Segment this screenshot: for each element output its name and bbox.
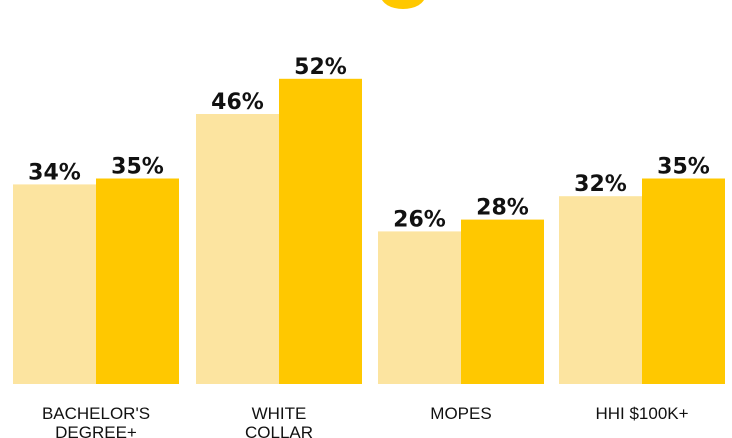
value-label-3-series-0: 32% (574, 172, 627, 197)
value-label-2-series-0: 26% (393, 207, 446, 232)
category-label-0-line-1: DEGREE+ (55, 423, 137, 438)
category-label-2: MOPES (430, 404, 491, 423)
value-label-0-series-0: 34% (28, 160, 81, 185)
partial-shape-top (382, 0, 424, 9)
value-label-0-series-1: 35% (111, 155, 164, 180)
bars-group (13, 78, 725, 385)
bar-3-series-0 (559, 196, 642, 384)
category-label-3: HHI $100K+ (595, 404, 688, 423)
category-labels-group: BACHELOR'S DEGREE+ WHITE COLLAR MOPES HHI $10… (42, 404, 689, 438)
category-label-1-line-1: COLLAR (245, 423, 313, 438)
category-label-1-line-0: WHITE (252, 404, 307, 423)
category-label-2-line-0: MOPES (430, 404, 491, 423)
value-label-1-series-0: 46% (211, 90, 264, 115)
bar-0-series-1 (96, 178, 179, 384)
category-label-1: WHITE COLLAR (245, 404, 313, 438)
category-label-0: BACHELOR'S DEGREE+ (42, 404, 150, 438)
bar-0-series-0 (13, 184, 96, 384)
bar-2-series-1 (461, 219, 544, 384)
category-label-3-line-0: HHI $100K+ (595, 404, 688, 423)
value-labels-group: 34% 35% 46% 52% 26% 28% 32% 35% (28, 55, 710, 233)
bar-2-series-0 (378, 231, 461, 384)
chart-decoration (382, 0, 424, 9)
bar-1-series-0 (196, 114, 279, 384)
value-label-1-series-1: 52% (294, 55, 347, 80)
bar-1-series-1 (279, 78, 362, 385)
bar-3-series-1 (642, 178, 725, 384)
category-label-0-line-0: BACHELOR'S (42, 404, 150, 423)
value-label-2-series-1: 28% (476, 196, 529, 221)
value-label-3-series-1: 35% (657, 155, 710, 180)
